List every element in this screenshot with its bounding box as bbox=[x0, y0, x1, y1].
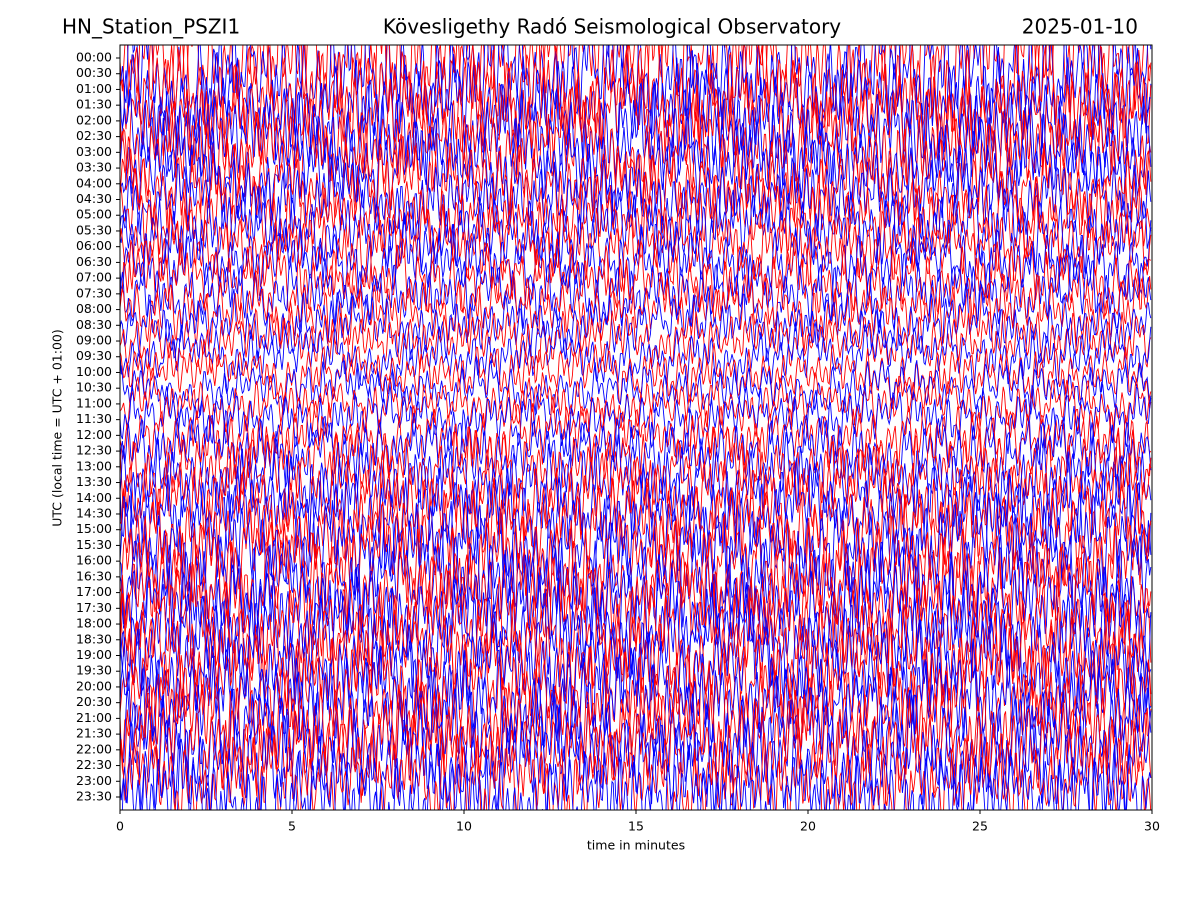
y-tick-label: 09:30 bbox=[76, 348, 112, 363]
y-tick-label: 07:00 bbox=[76, 270, 112, 285]
y-tick-label: 05:00 bbox=[76, 207, 112, 222]
trace bbox=[120, 81, 1152, 202]
x-tick-label: 20 bbox=[800, 819, 816, 834]
trace bbox=[120, 233, 1152, 324]
y-tick-label: 18:00 bbox=[76, 616, 112, 631]
trace bbox=[120, 250, 1152, 334]
y-tick-label: 21:30 bbox=[76, 726, 112, 741]
y-tick-label: 20:30 bbox=[76, 694, 112, 709]
trace bbox=[120, 216, 1152, 307]
y-tick-label: 11:30 bbox=[76, 411, 112, 426]
y-tick-label: 23:30 bbox=[76, 789, 112, 804]
y-tick-label: 00:00 bbox=[76, 50, 112, 65]
y-axis-label: UTC (local time = UTC + 01:00) bbox=[50, 329, 65, 527]
trace bbox=[120, 339, 1152, 410]
y-tick-label: 03:00 bbox=[76, 144, 112, 159]
x-axis-label: time in minutes bbox=[587, 838, 685, 853]
y-tick-label: 22:00 bbox=[76, 741, 112, 756]
y-tick-label: 04:30 bbox=[76, 191, 112, 206]
y-tick-label: 17:30 bbox=[76, 600, 112, 615]
y-tick-label: 02:30 bbox=[76, 128, 112, 143]
trace bbox=[120, 356, 1152, 419]
trace bbox=[120, 532, 1152, 657]
x-tick-label: 5 bbox=[288, 819, 296, 834]
y-tick-label: 10:00 bbox=[76, 364, 112, 379]
y-tick-label: 22:30 bbox=[76, 757, 112, 772]
trace bbox=[120, 318, 1152, 394]
trace bbox=[120, 163, 1152, 266]
y-tick-label: 09:00 bbox=[76, 333, 112, 348]
y-tick-label: 19:00 bbox=[76, 647, 112, 662]
trace bbox=[120, 45, 1152, 132]
trace bbox=[120, 603, 1152, 729]
chart-title: Kövesligethy Radó Seismological Observat… bbox=[383, 15, 841, 39]
y-tick-label: 13:30 bbox=[76, 474, 112, 489]
trace bbox=[120, 396, 1152, 479]
date-title: 2025-01-10 bbox=[1022, 15, 1138, 39]
traces bbox=[120, 45, 1152, 810]
trace bbox=[120, 715, 1152, 810]
y-tick-label: 19:30 bbox=[76, 663, 112, 678]
trace bbox=[121, 726, 1152, 810]
trace bbox=[120, 651, 1152, 785]
y-tick-label: 23:00 bbox=[76, 773, 112, 788]
y-tick-label: 05:30 bbox=[76, 222, 112, 237]
y-tick-label: 15:30 bbox=[76, 537, 112, 552]
trace bbox=[120, 81, 1152, 223]
trace bbox=[120, 409, 1152, 497]
y-tick-label: 16:00 bbox=[76, 553, 112, 568]
y-tick-label: 17:00 bbox=[76, 584, 112, 599]
y-tick-label: 16:30 bbox=[76, 568, 112, 583]
y-tick-label: 00:30 bbox=[76, 65, 112, 80]
trace bbox=[120, 612, 1152, 764]
y-tick-label: 14:00 bbox=[76, 490, 112, 505]
trace bbox=[120, 184, 1152, 280]
y-tick-label: 20:00 bbox=[76, 678, 112, 693]
x-tick-label: 10 bbox=[456, 819, 472, 834]
station-title: HN_Station_PSZI1 bbox=[62, 15, 240, 39]
y-tick-label: 18:30 bbox=[76, 631, 112, 646]
y-tick-label: 04:00 bbox=[76, 175, 112, 190]
trace bbox=[120, 307, 1152, 374]
y-tick-label: 06:30 bbox=[76, 254, 112, 269]
x-tick-label: 15 bbox=[628, 819, 644, 834]
y-tick-label: 12:00 bbox=[76, 427, 112, 442]
y-tick-label: 01:00 bbox=[76, 81, 112, 96]
x-tick-label: 0 bbox=[116, 819, 124, 834]
y-tick-label: 07:30 bbox=[76, 285, 112, 300]
y-tick-label: 06:00 bbox=[76, 238, 112, 253]
x-tick-label: 25 bbox=[972, 819, 988, 834]
y-tick-label: 21:00 bbox=[76, 710, 112, 725]
y-tick-label: 14:30 bbox=[76, 505, 112, 520]
y-tick-label: 08:00 bbox=[76, 301, 112, 316]
y-tick-label: 10:30 bbox=[76, 380, 112, 395]
x-tick-label: 30 bbox=[1144, 819, 1160, 834]
y-tick-label: 01:30 bbox=[76, 97, 112, 112]
y-tick-label: 15:00 bbox=[76, 521, 112, 536]
y-tick-label: 13:00 bbox=[76, 458, 112, 473]
y-tick-label: 11:00 bbox=[76, 395, 112, 410]
trace bbox=[120, 45, 1152, 165]
y-tick-label: 12:30 bbox=[76, 443, 112, 458]
y-tick-label: 08:30 bbox=[76, 317, 112, 332]
y-tick-label: 03:30 bbox=[76, 160, 112, 175]
y-tick-label: 02:00 bbox=[76, 112, 112, 127]
trace bbox=[120, 464, 1152, 591]
